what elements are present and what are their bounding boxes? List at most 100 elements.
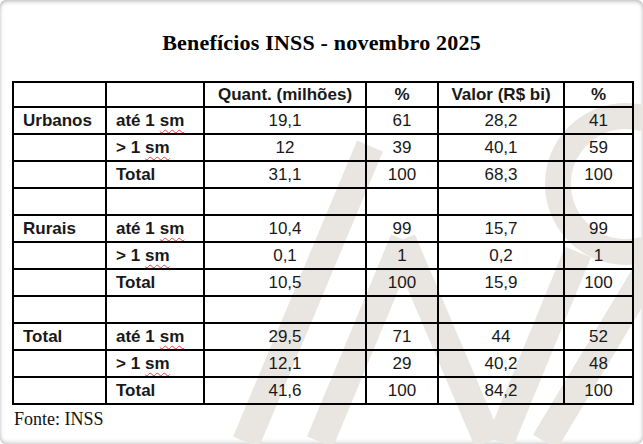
table-row: Urbanos até 1sm 19,1 61 28,2 41	[13, 107, 633, 134]
group-cell	[13, 242, 106, 269]
value-cell: 41,6	[204, 377, 366, 404]
value-cell	[204, 188, 366, 215]
value-cell: 100	[564, 269, 633, 296]
sublabel-cell: > 1 sm	[106, 350, 204, 377]
table-body: Urbanos até 1sm 19,1 61 28,2 41 > 1sm 12…	[13, 107, 633, 404]
value-cell: 41	[564, 107, 633, 134]
page-title: Benefícios INSS - novembro 2025	[0, 30, 643, 56]
value-cell: 10,4	[204, 215, 366, 242]
value-cell: 1	[366, 242, 438, 269]
group-cell	[13, 350, 106, 377]
sublabel-cell: Total	[106, 377, 204, 404]
sublabel-wavy: sm	[145, 138, 170, 157]
value-cell: 31,1	[204, 161, 366, 188]
value-cell: 71	[366, 323, 438, 350]
sublabel-cell: > 1 sm	[106, 134, 204, 161]
value-cell: 19,1	[204, 107, 366, 134]
sublabel-text: até 1	[116, 111, 155, 130]
sublabel-cell: > 1 sm	[106, 242, 204, 269]
value-cell: 99	[564, 215, 633, 242]
table-row: > 1 sm 12 39 40,1 59	[13, 134, 633, 161]
value-cell	[204, 296, 366, 323]
sublabel-cell	[106, 296, 204, 323]
table-row: Rurais até 1 sm 10,4 99 15,7 99	[13, 215, 633, 242]
page-frame: Benefícios INSS - novembro 2025 Quant. (…	[0, 0, 643, 444]
value-cell: 48	[564, 350, 633, 377]
group-cell	[13, 269, 106, 296]
value-cell: 61	[366, 107, 438, 134]
sublabel-text: Total	[116, 381, 155, 400]
value-cell: 59	[564, 134, 633, 161]
value-cell: 100	[564, 161, 633, 188]
sublabel-text: até 1	[116, 327, 155, 346]
group-cell	[13, 296, 106, 323]
column-header-quantity-pct: %	[366, 82, 438, 107]
sublabel-wavy: sm	[160, 327, 185, 346]
group-cell	[13, 188, 106, 215]
sublabel-text: Total	[116, 273, 155, 292]
group-cell: Total	[13, 323, 106, 350]
value-cell: 12,1	[204, 350, 366, 377]
value-cell: 40,1	[438, 134, 564, 161]
value-cell: 12	[204, 134, 366, 161]
value-cell: 52	[564, 323, 633, 350]
sublabel-cell: Total	[106, 269, 204, 296]
value-cell: 100	[366, 377, 438, 404]
source-note: Fonte: INSS	[14, 409, 104, 430]
value-cell	[366, 188, 438, 215]
value-cell	[438, 296, 564, 323]
value-cell	[564, 188, 633, 215]
value-cell: 100	[366, 161, 438, 188]
value-cell: 15,7	[438, 215, 564, 242]
header-row: Quant. (milhões) % Valor (R$ bi) %	[13, 82, 633, 107]
value-cell: 68,3	[438, 161, 564, 188]
group-cell: Urbanos	[13, 107, 106, 134]
sublabel-cell: até 1sm	[106, 107, 204, 134]
inss-benefits-table: Quant. (milhões) % Valor (R$ bi) % Urban…	[12, 81, 634, 405]
value-cell: 100	[564, 377, 633, 404]
sublabel-text: Total	[116, 165, 155, 184]
value-cell	[438, 188, 564, 215]
table-row: Total até 1 sm 29,5 71 44 52	[13, 323, 633, 350]
column-header-group	[13, 82, 106, 107]
value-cell: 1	[564, 242, 633, 269]
sublabel-text: > 1	[116, 138, 140, 157]
group-cell: Rurais	[13, 215, 106, 242]
value-cell: 44	[438, 323, 564, 350]
value-cell: 84,2	[438, 377, 564, 404]
value-cell: 100	[366, 269, 438, 296]
table-row: Total 10,5 100 15,9 100	[13, 269, 633, 296]
sublabel-wavy: sm	[145, 246, 170, 265]
sublabel-cell: até 1 sm	[106, 323, 204, 350]
sublabel-text: > 1	[116, 354, 140, 373]
column-header-quantity: Quant. (milhões)	[204, 82, 366, 107]
sublabel-cell: até 1 sm	[106, 215, 204, 242]
table-row: > 1 sm 0,1 1 0,2 1	[13, 242, 633, 269]
sublabel-cell	[106, 188, 204, 215]
value-cell: 10,5	[204, 269, 366, 296]
value-cell: 29,5	[204, 323, 366, 350]
value-cell: 28,2	[438, 107, 564, 134]
sublabel-wavy: sm	[145, 354, 170, 373]
value-cell: 99	[366, 215, 438, 242]
table-row: Total 41,6 100 84,2 100	[13, 377, 633, 404]
table-row	[13, 188, 633, 215]
group-cell	[13, 161, 106, 188]
value-cell	[366, 296, 438, 323]
sublabel-wavy: sm	[160, 219, 185, 238]
value-cell: 0,2	[438, 242, 564, 269]
value-cell: 40,2	[438, 350, 564, 377]
value-cell: 15,9	[438, 269, 564, 296]
column-header-value: Valor (R$ bi)	[438, 82, 564, 107]
group-cell	[13, 377, 106, 404]
table-row: Total 31,1 100 68,3 100	[13, 161, 633, 188]
value-cell: 0,1	[204, 242, 366, 269]
sublabel-text: até 1	[116, 219, 155, 238]
sublabel-text: > 1	[116, 246, 140, 265]
value-cell: 39	[366, 134, 438, 161]
sublabel-cell: Total	[106, 161, 204, 188]
table-row	[13, 296, 633, 323]
table-row: > 1sm 12,1 29 40,2 48	[13, 350, 633, 377]
group-cell	[13, 134, 106, 161]
value-cell	[564, 296, 633, 323]
